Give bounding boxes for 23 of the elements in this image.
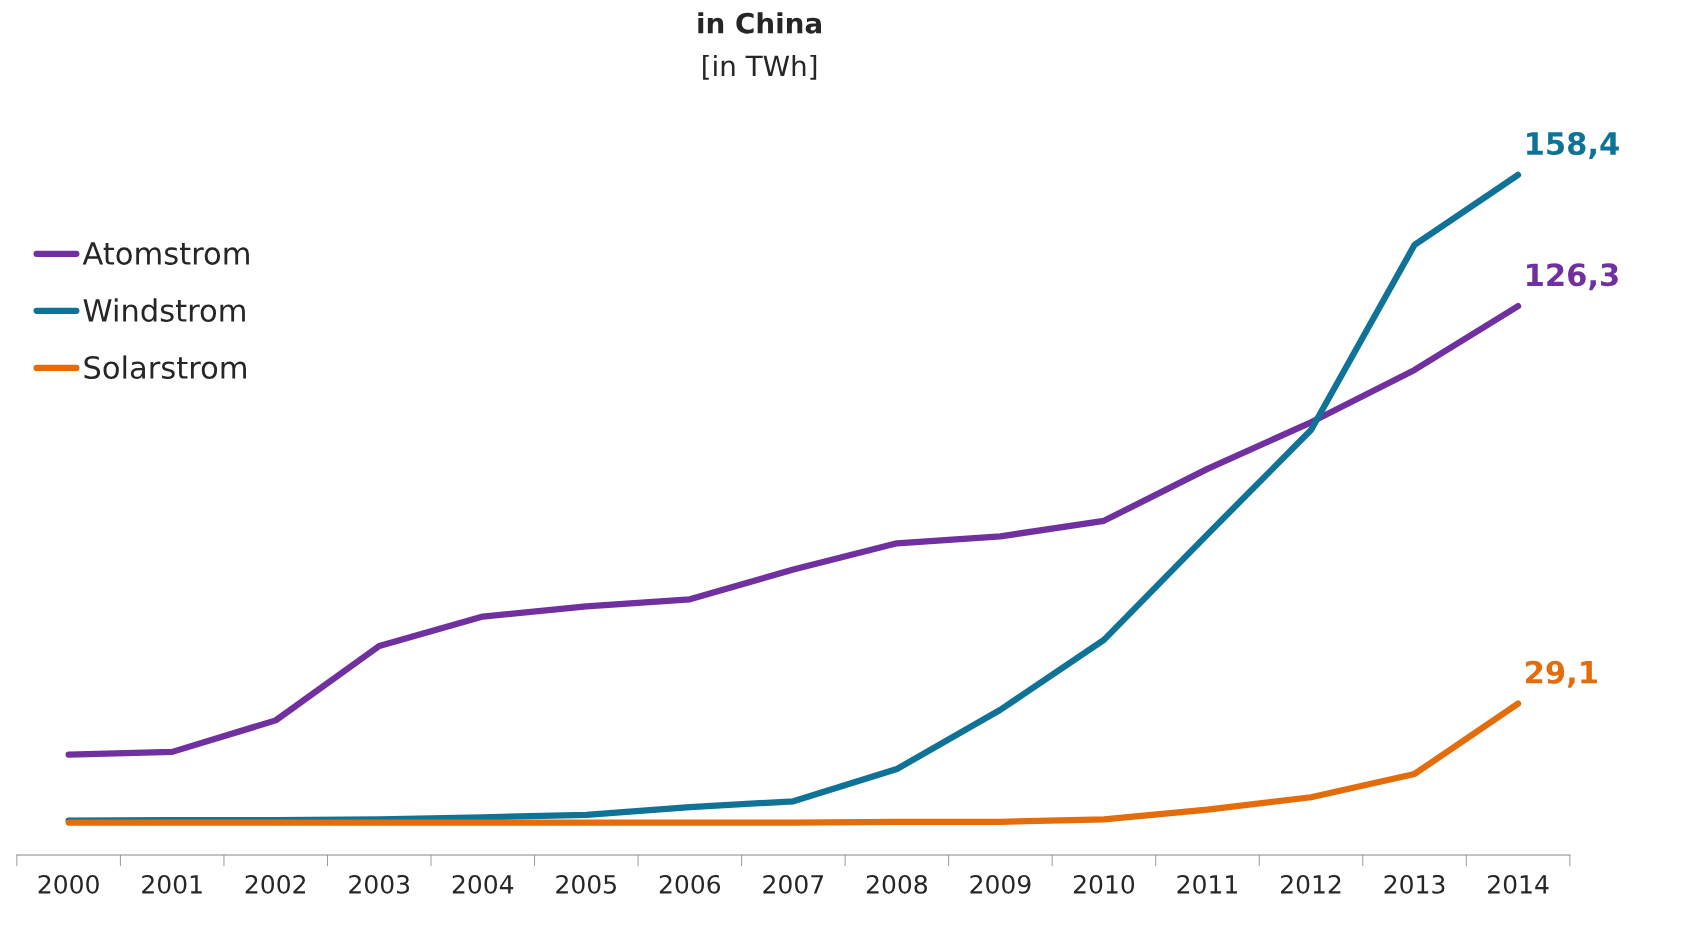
x-tick-label: 2000: [38, 874, 99, 894]
legend-label: Windstrom: [83, 298, 245, 322]
x-tick-label: 2003: [349, 874, 410, 894]
x-tick-label: 2010: [1073, 874, 1135, 894]
chart-subtitle: [in TWh]: [703, 54, 817, 80]
data-label: 158,4: [1527, 131, 1619, 159]
x-tick-label: 2011: [1177, 874, 1237, 894]
x-tick-label: 2012: [1281, 874, 1341, 894]
x-tick-label: 2004: [452, 874, 514, 894]
x-tick-label: 2006: [659, 874, 721, 894]
chart-title: in China: [698, 12, 821, 34]
x-tick-label: 2001: [142, 874, 202, 894]
x-tick-label: 2005: [556, 874, 616, 894]
data-label: 126,3: [1527, 263, 1618, 291]
legend-label: Solarstrom: [84, 355, 246, 380]
legend-label: Atomstrom: [82, 242, 249, 265]
x-tick-label: 2002: [245, 874, 306, 894]
x-tick-label: 2009: [970, 874, 1031, 894]
x-tick-label: 2014: [1488, 874, 1549, 894]
x-tick-label: 2007: [763, 874, 824, 894]
x-tick-label: 2008: [866, 874, 927, 894]
x-tick-label: 2013: [1384, 874, 1445, 894]
data-label: 29,1: [1526, 660, 1597, 688]
